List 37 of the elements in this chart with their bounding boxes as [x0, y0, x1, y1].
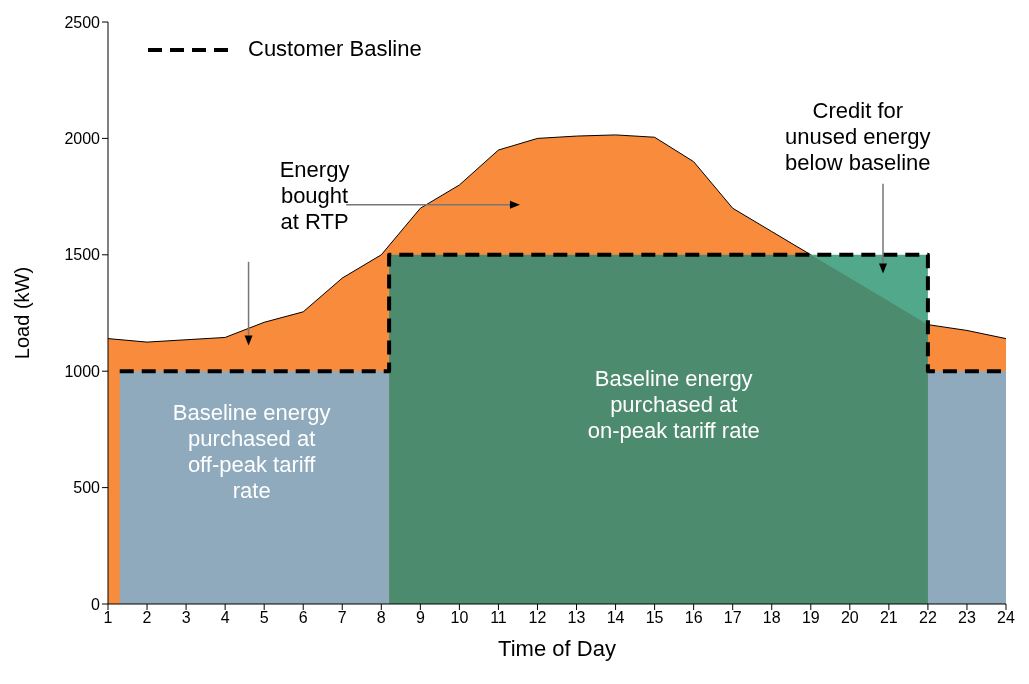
x-tick-label: 20 — [840, 609, 859, 627]
x-tick-label: 14 — [606, 609, 625, 627]
x-tick-label: 17 — [723, 609, 742, 627]
x-tick-label: 23 — [958, 609, 976, 627]
x-tick-label: 10 — [450, 609, 469, 627]
x-tick-label: 19 — [801, 609, 820, 627]
x-tick-label: 5 — [259, 609, 269, 627]
y-axis-title: Load (kW) — [11, 266, 34, 360]
x-tick-label: 1 — [103, 609, 113, 627]
y-tick-label: 500 — [73, 479, 101, 497]
x-tick-label: 15 — [645, 609, 664, 627]
y-tick-label: 2000 — [64, 130, 101, 148]
x-tick-label: 6 — [298, 609, 308, 627]
annotation: Energy bought at RTP — [279, 156, 350, 234]
x-tick-label: 4 — [220, 609, 230, 627]
x-tick-label: 9 — [415, 609, 425, 627]
y-tick-label: 2500 — [64, 13, 101, 31]
y-tick-label: 0 — [91, 595, 101, 613]
x-tick-label: 22 — [919, 609, 937, 627]
x-tick-label: 3 — [181, 609, 191, 627]
x-tick-label: 7 — [337, 609, 347, 627]
x-tick-label: 8 — [376, 609, 386, 627]
x-tick-label: 2 — [142, 609, 152, 627]
y-tick-label: 1000 — [64, 362, 101, 380]
annotation: Baseline energy purchased at off-peak tariff rate — [172, 399, 331, 503]
x-tick-label: 18 — [762, 609, 781, 627]
x-tick-label: 16 — [684, 609, 703, 627]
x-axis-title: Time of Day — [498, 636, 616, 661]
x-tick-label: 13 — [567, 609, 586, 627]
y-tick-label: 1500 — [64, 246, 101, 264]
x-tick-label: 12 — [528, 609, 547, 627]
x-tick-label: 11 — [490, 609, 507, 627]
annotation: Baseline energy purchased at on-peak tariff rate — [587, 365, 760, 443]
x-tick-label: 24 — [997, 609, 1015, 627]
annotation: Credit for unused energy below baseline — [785, 98, 931, 176]
x-tick-label: 21 — [879, 609, 898, 627]
legend-label: Customer Basline — [248, 35, 422, 61]
